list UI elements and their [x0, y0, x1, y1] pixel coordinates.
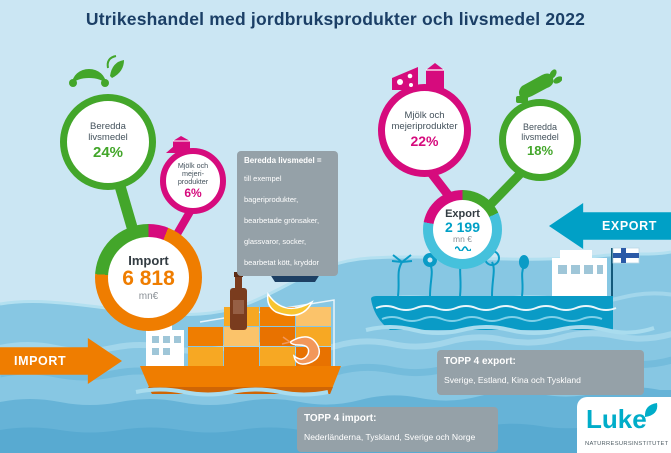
- luke-logo-subtitle: NATURRESURSINSTITUTET: [585, 441, 669, 447]
- croissant-icon: [69, 55, 124, 87]
- bubble-label: Mjölk och mejeriprodukter: [391, 110, 458, 132]
- finland-flag-icon: [612, 247, 640, 264]
- export-ship: [365, 247, 655, 335]
- luke-logo-text: Luke: [586, 404, 647, 434]
- banana-icon: [266, 292, 314, 317]
- bubble-label: Mjölk och mejeri-produkter: [177, 160, 209, 186]
- import-ship: [135, 272, 341, 397]
- donut-value: 2 199: [444, 218, 481, 235]
- milk-carton-icon: [166, 136, 190, 153]
- top4-export-body: Sverige, Estland, Kina och Tyskland: [444, 375, 581, 385]
- top4-export-box: TOPP 4 export: Sverige, Estland, Kina oc…: [437, 350, 644, 395]
- bubble-label: Beredda livsmedel: [88, 120, 128, 143]
- top4-export-title: TOPP 4 export:: [444, 356, 516, 367]
- bubble-label: Beredda livsmedel: [521, 121, 559, 142]
- note-box-body: till exempel bageriprodukter, bearbetade…: [244, 174, 320, 267]
- luke-logo: Luke NATURRESURSINSTITUTET: [577, 397, 671, 453]
- import-donut-center: Import 6 818 mn€: [108, 237, 189, 318]
- waves-icon: [454, 246, 471, 252]
- cheese-and-milk-icon: [392, 63, 444, 90]
- import-donut-chart: Import 6 818 mn€: [95, 224, 202, 331]
- bubble-value: 6%: [184, 185, 202, 200]
- import-arrow-label: IMPORT: [14, 354, 67, 368]
- hand-holding-grain-icon: [516, 69, 562, 103]
- export-donut-chart: Export 2 199 mn €: [423, 190, 502, 269]
- donut-unit: mn€: [138, 290, 159, 302]
- donut-label: Import: [128, 253, 169, 269]
- export-donut-center: Export 2 199 mn €: [433, 200, 492, 259]
- export-share-beredda-bubble: Beredda livsmedel 18%: [499, 99, 581, 181]
- export-share-mejeri-bubble: Mjölk och mejeriprodukter 22%: [378, 84, 471, 177]
- note-box-title: Beredda livsmedel =: [244, 156, 322, 165]
- bubble-value: 18%: [526, 142, 554, 158]
- export-arrow-label: EXPORT: [602, 219, 657, 233]
- top4-import-box: TOPP 4 import: Nederländerna, Tyskland, …: [297, 407, 498, 452]
- page-title: Utrikeshandel med jordbruksprodukter och…: [85, 9, 586, 29]
- import-share-beredda-bubble: Beredda livsmedel 24%: [60, 94, 156, 190]
- donut-label: Export: [445, 207, 480, 220]
- bubble-value: 24%: [92, 144, 124, 162]
- shrimp-icon: [281, 336, 321, 365]
- leaf-icon: [644, 403, 658, 417]
- top4-import-body: Nederländerna, Tyskland, Sverige och Nor…: [304, 432, 476, 442]
- bubble-value: 22%: [410, 133, 439, 150]
- donut-value: 6 818: [122, 267, 175, 291]
- top4-import-title: TOPP 4 import:: [304, 413, 377, 424]
- bottle-icon: [230, 272, 247, 330]
- note-box: Beredda livsmedel = till exempel bagerip…: [237, 151, 338, 277]
- import-share-mejeri-bubble: Mjölk och mejeri-produkter 6%: [160, 148, 226, 214]
- donut-unit: mn €: [453, 234, 472, 245]
